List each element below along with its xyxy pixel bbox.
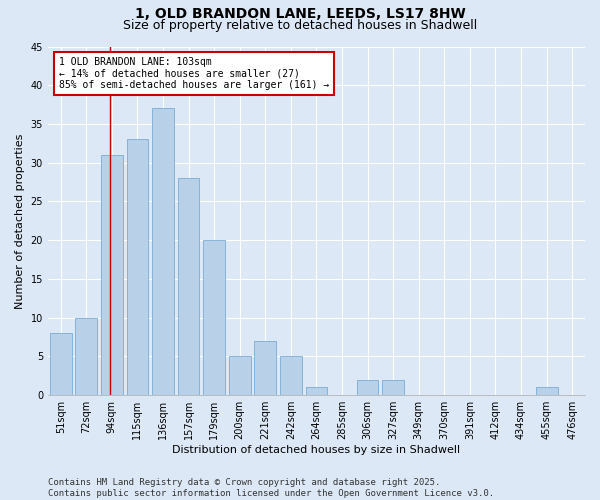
Bar xyxy=(280,356,302,395)
Bar xyxy=(203,240,225,395)
Bar xyxy=(229,356,251,395)
Bar xyxy=(101,155,123,395)
Y-axis label: Number of detached properties: Number of detached properties xyxy=(15,133,25,308)
Bar xyxy=(382,380,404,395)
Bar xyxy=(76,318,97,395)
Bar xyxy=(536,388,557,395)
Text: 1 OLD BRANDON LANE: 103sqm
← 14% of detached houses are smaller (27)
85% of semi: 1 OLD BRANDON LANE: 103sqm ← 14% of deta… xyxy=(59,57,329,90)
Bar xyxy=(50,333,71,395)
Text: 1, OLD BRANDON LANE, LEEDS, LS17 8HW: 1, OLD BRANDON LANE, LEEDS, LS17 8HW xyxy=(134,8,466,22)
Text: Contains HM Land Registry data © Crown copyright and database right 2025.
Contai: Contains HM Land Registry data © Crown c… xyxy=(48,478,494,498)
Bar xyxy=(178,178,199,395)
Bar xyxy=(127,140,148,395)
X-axis label: Distribution of detached houses by size in Shadwell: Distribution of detached houses by size … xyxy=(172,445,461,455)
Bar xyxy=(305,388,328,395)
Text: Size of property relative to detached houses in Shadwell: Size of property relative to detached ho… xyxy=(123,19,477,32)
Bar xyxy=(254,341,276,395)
Bar xyxy=(357,380,379,395)
Bar xyxy=(152,108,174,395)
